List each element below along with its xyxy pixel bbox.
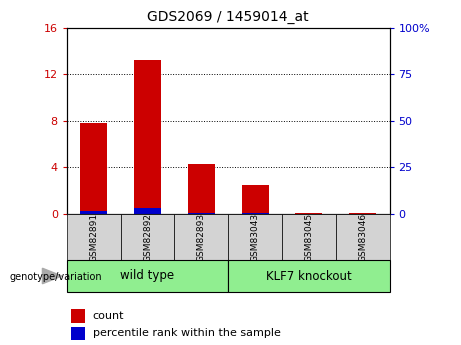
Bar [228, 214, 282, 260]
Text: percentile rank within the sample: percentile rank within the sample [93, 328, 281, 338]
Text: GSM82893: GSM82893 [197, 213, 206, 262]
Bar [174, 214, 228, 260]
Bar [67, 260, 228, 292]
Text: KLF7 knockout: KLF7 knockout [266, 269, 352, 283]
Bar [80, 211, 107, 214]
Text: wild type: wild type [120, 269, 175, 283]
Bar [228, 260, 390, 292]
Bar [71, 327, 85, 340]
Bar [67, 214, 121, 260]
Title: GDS2069 / 1459014_at: GDS2069 / 1459014_at [148, 10, 309, 24]
Bar [336, 214, 390, 260]
Text: GSM82891: GSM82891 [89, 213, 98, 262]
Text: count: count [93, 311, 124, 321]
Bar [71, 309, 85, 323]
Text: GSM82892: GSM82892 [143, 213, 152, 262]
Bar [282, 214, 336, 260]
Text: genotype/variation: genotype/variation [9, 272, 102, 282]
Text: GSM83046: GSM83046 [358, 213, 367, 262]
Bar [188, 164, 215, 214]
Bar [80, 123, 107, 214]
Bar [242, 185, 268, 214]
Bar [134, 60, 161, 214]
Bar [121, 214, 174, 260]
Polygon shape [42, 268, 62, 284]
Bar [134, 208, 161, 214]
Bar [242, 213, 268, 214]
Text: GSM83045: GSM83045 [304, 213, 313, 262]
Bar [188, 213, 215, 214]
Bar [296, 213, 322, 214]
Bar [349, 213, 376, 214]
Text: GSM83043: GSM83043 [251, 213, 260, 262]
